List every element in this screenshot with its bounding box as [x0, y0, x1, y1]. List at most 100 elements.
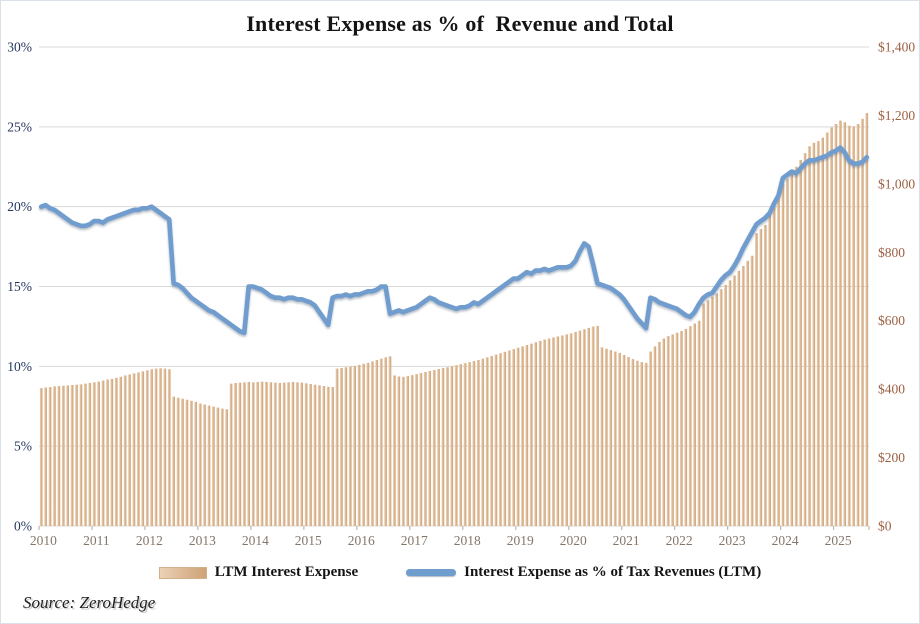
bar	[432, 369, 436, 526]
bar	[622, 354, 626, 526]
legend-label-bar-series: LTM Interest Expense	[214, 564, 359, 580]
bar	[521, 346, 524, 527]
bar	[260, 381, 264, 526]
bar	[57, 386, 61, 526]
bar	[503, 351, 507, 526]
bar	[154, 368, 158, 526]
bar	[463, 363, 467, 526]
bar	[340, 367, 343, 526]
bar	[604, 348, 608, 526]
bar	[66, 385, 70, 526]
bar	[176, 397, 180, 526]
bar	[207, 405, 211, 526]
bar	[216, 407, 220, 526]
bar	[446, 367, 449, 526]
bar	[830, 127, 833, 527]
bar	[618, 352, 621, 526]
bar	[137, 372, 140, 526]
bar	[472, 361, 476, 526]
bar	[790, 173, 794, 526]
bar	[825, 132, 829, 527]
x-axis-label: 2022	[666, 533, 693, 548]
bar	[755, 233, 758, 526]
bar	[172, 396, 175, 526]
bar	[419, 373, 423, 526]
bar	[560, 335, 564, 526]
bar	[410, 375, 414, 526]
bar	[613, 351, 617, 526]
bar	[189, 400, 193, 526]
right-axis-label: $1,200	[878, 108, 915, 123]
bar	[741, 265, 745, 526]
x-axis-label: 2025	[825, 533, 852, 548]
bar	[609, 350, 613, 526]
bar	[220, 408, 224, 526]
bar	[375, 360, 379, 526]
bar	[684, 328, 688, 526]
bar	[666, 336, 670, 526]
bar	[653, 346, 657, 527]
x-axis-label: 2017	[401, 533, 428, 548]
x-axis-label: 2014	[242, 533, 269, 548]
bar	[816, 141, 820, 526]
bar	[662, 338, 666, 526]
bar	[198, 403, 202, 526]
bar	[697, 320, 701, 526]
bar	[384, 357, 387, 526]
bar	[481, 358, 485, 526]
bar	[746, 260, 749, 526]
bar	[803, 153, 807, 526]
bar	[128, 374, 131, 526]
right-axis-label: $1,000	[878, 176, 915, 191]
bar	[733, 275, 736, 526]
bar	[247, 381, 251, 526]
bar	[454, 365, 458, 526]
bar	[393, 375, 396, 526]
bar	[150, 369, 153, 526]
right-axis-label: $400	[878, 382, 905, 397]
bar	[640, 362, 643, 526]
bar	[821, 137, 824, 527]
bar	[265, 381, 268, 526]
bar	[423, 372, 427, 526]
bar	[547, 338, 551, 526]
x-axis-label: 2018	[454, 533, 481, 548]
bar	[379, 358, 383, 526]
bar	[781, 183, 785, 527]
bar	[344, 367, 348, 526]
bar	[114, 377, 118, 526]
bar	[229, 383, 233, 526]
bar	[556, 336, 560, 526]
bar	[799, 159, 802, 526]
x-axis-labels: 2010 2011 2012 2013 2014 2015 2016 2017 2018 2019…	[30, 533, 852, 548]
bar	[591, 326, 595, 526]
bar	[468, 362, 471, 526]
bar	[123, 375, 127, 526]
bar	[278, 382, 281, 526]
bar	[75, 384, 78, 526]
right-axis-label: $800	[878, 245, 905, 260]
bar	[362, 363, 365, 526]
bar	[163, 368, 167, 526]
bar	[132, 373, 136, 526]
bar-series	[39, 113, 869, 527]
bar	[768, 214, 771, 526]
bar	[644, 362, 648, 526]
bar	[494, 354, 498, 526]
legend-label-line-series: Interest Expense as % of Tax Revenues (L…	[464, 564, 762, 580]
bar	[525, 345, 529, 526]
bar	[79, 384, 83, 526]
right-axis-label: $0	[878, 519, 892, 534]
bar	[106, 379, 109, 526]
bar	[582, 329, 586, 526]
x-axis-label: 2013	[189, 533, 216, 548]
bar	[627, 356, 630, 526]
bar	[499, 353, 502, 526]
bar	[304, 383, 308, 526]
bar	[534, 342, 537, 526]
x-axis-label: 2021	[613, 533, 640, 548]
bar	[353, 365, 356, 526]
bar	[326, 386, 330, 526]
